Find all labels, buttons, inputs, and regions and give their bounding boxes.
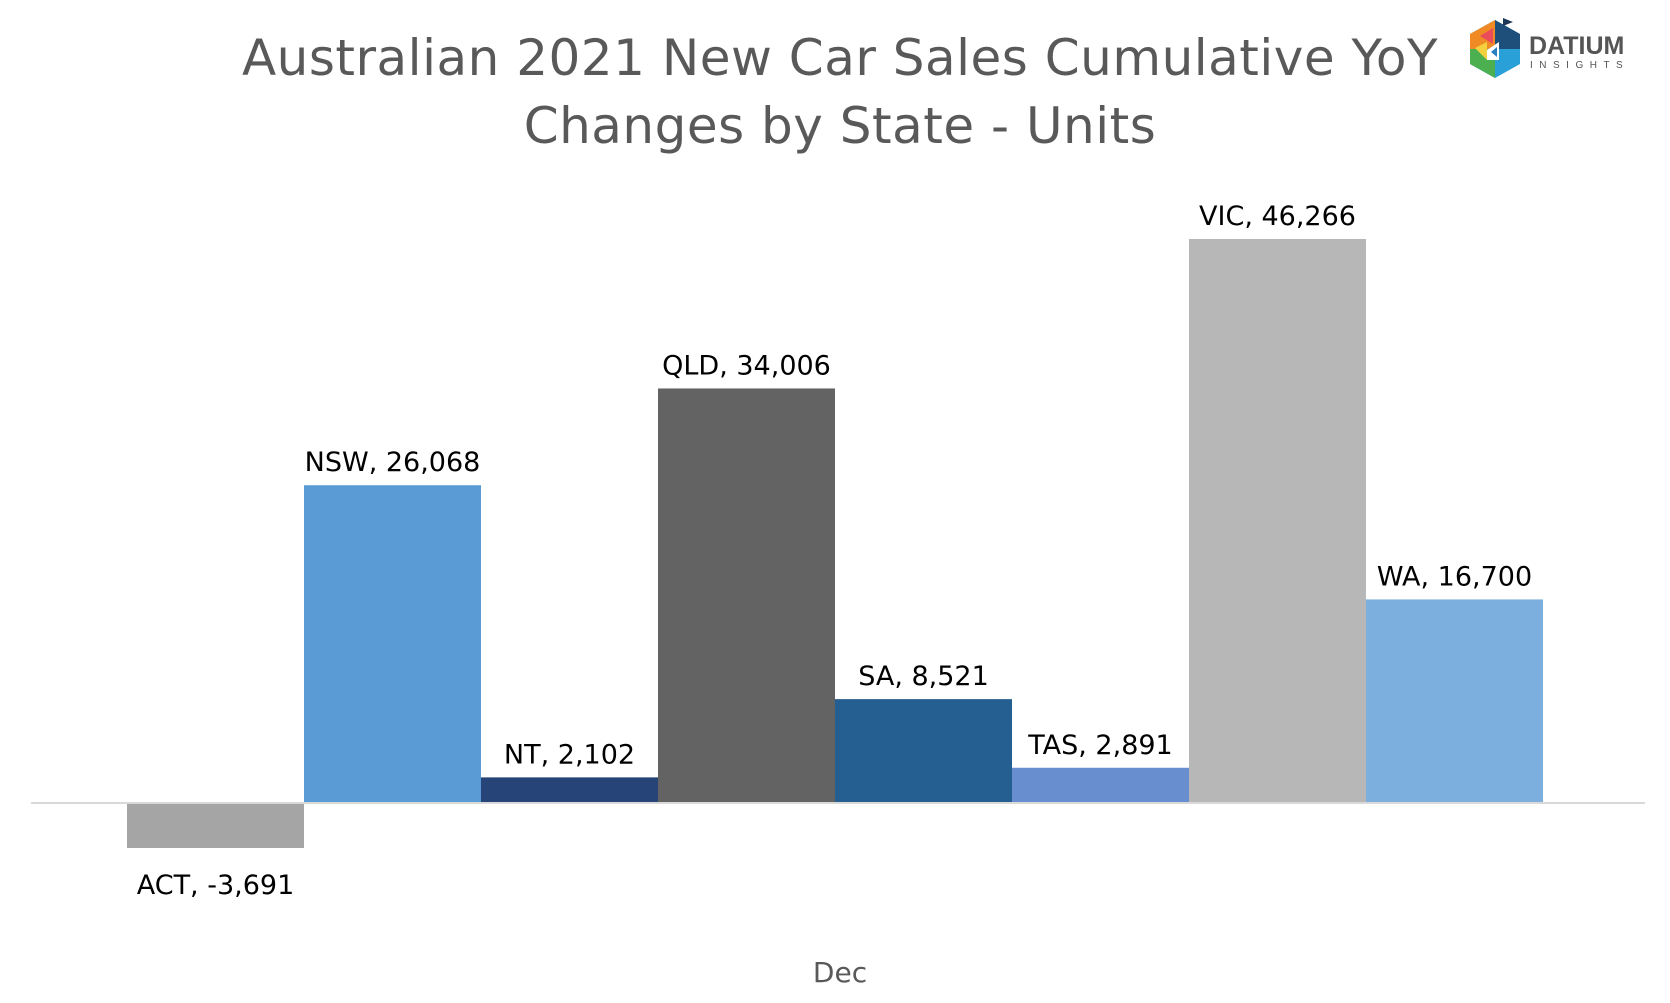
bar-sa <box>835 699 1012 803</box>
bar-nt <box>481 777 658 803</box>
logo-text: DATIUM <box>1529 32 1624 60</box>
data-label-sa: SA, 8,521 <box>858 661 989 692</box>
data-label-nt: NT, 2,102 <box>504 739 635 770</box>
x-axis-tick-label: Dec <box>813 956 867 989</box>
data-label-nsw: NSW, 26,068 <box>305 447 481 478</box>
data-label-tas: TAS, 2,891 <box>1027 730 1172 761</box>
bar-wa <box>1366 599 1543 803</box>
logo-subtext: INSIGHTS <box>1530 60 1629 71</box>
data-label-act: ACT, -3,691 <box>137 870 295 901</box>
data-label-qld: QLD, 34,006 <box>662 350 831 381</box>
bar-act <box>127 803 304 848</box>
bar-tas <box>1012 767 1189 803</box>
chart-title: Australian 2021 New Car Sales Cumulative… <box>140 24 1540 160</box>
data-label-vic: VIC, 46,266 <box>1199 201 1356 232</box>
chart-title-line-1: Australian 2021 New Car Sales Cumulative… <box>241 29 1439 87</box>
datium-insights-logo: DATIUM INSIGHTS <box>1470 18 1629 78</box>
logo-hexagon-icon <box>1470 18 1520 78</box>
bar-nsw <box>304 485 481 803</box>
chart-title-line-2: Changes by State - Units <box>523 97 1157 155</box>
data-label-wa: WA, 16,700 <box>1377 561 1532 592</box>
bar-vic <box>1189 239 1366 803</box>
bar-qld <box>658 388 835 803</box>
